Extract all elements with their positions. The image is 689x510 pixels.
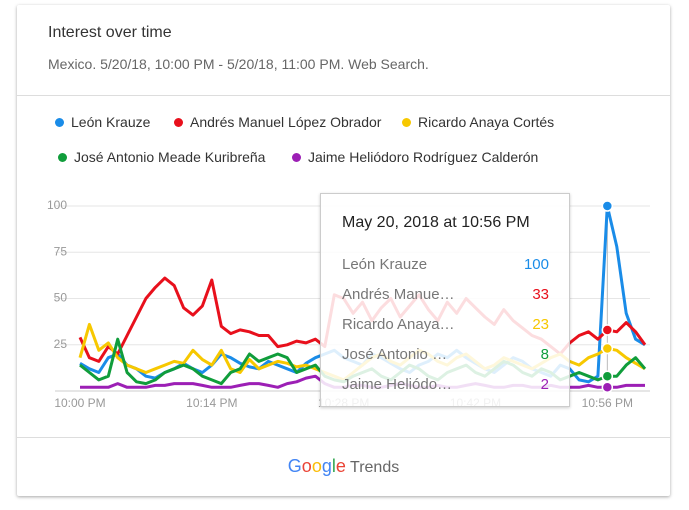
legend-label: José Antonio Meade Kuribreña [74, 149, 266, 165]
x-tick-label: 10:14 PM [186, 396, 237, 410]
legend-swatch [292, 152, 301, 162]
hover-dot [601, 200, 614, 212]
tooltip-name: Jaime Heliódo… [342, 376, 453, 393]
card-title: Interest over time [48, 24, 172, 41]
y-tick-label: 100 [47, 198, 67, 212]
legend-label: Andrés Manuel López Obrador [190, 114, 382, 130]
legend-label: Ricardo Anaya Cortés [418, 114, 555, 130]
legend-item: José Antonio Meade Kuribreña [58, 149, 265, 165]
legend-swatch [55, 117, 64, 127]
x-tick-label: 10:00 PM [54, 396, 105, 410]
tooltip-name: Andrés Manue… [342, 286, 455, 303]
tooltip-value: 2 [540, 376, 549, 393]
x-tick-label: 10:56 PM [582, 396, 633, 410]
tooltip-value: 100 [523, 256, 549, 273]
legend-item: León Krauze [55, 114, 150, 130]
tooltip-value: 23 [532, 316, 549, 333]
tooltip: May 20, 2018 at 10:56 PM León Krauze 100 A… [320, 193, 570, 407]
tooltip-value: 33 [532, 286, 549, 303]
hover-dot [601, 342, 614, 355]
legend-item: Jaime Heliódoro Rodríguez Calderón [292, 149, 538, 165]
tooltip-title: May 20, 2018 at 10:56 PM [342, 214, 530, 231]
legend-item: Ricardo Anaya Cortés [402, 114, 554, 130]
hover-dot [601, 370, 614, 382]
hover-dot [601, 324, 614, 336]
footer: Google Trends [17, 456, 670, 477]
hover-dot [601, 381, 614, 394]
legend-swatch [58, 152, 67, 162]
tooltip-name: León Krauze [342, 256, 428, 273]
legend-label: León Krauze [71, 114, 151, 130]
tooltip-name: José Antonio … [342, 346, 448, 363]
legend-swatch [174, 117, 183, 127]
y-tick-label: 50 [54, 291, 68, 305]
tooltip-value: 8 [540, 346, 549, 363]
google-logo: Google [287, 456, 346, 476]
legend-swatch [402, 117, 411, 127]
y-tick-label: 25 [54, 337, 68, 351]
legend-label: Jaime Heliódoro Rodríguez Calderón [308, 149, 539, 165]
footer-product: Trends [350, 459, 400, 476]
y-tick-label: 75 [54, 244, 68, 258]
card-subtitle: Mexico. 5/20/18, 10:00 PM - 5/20/18, 11:… [48, 56, 429, 72]
tooltip-name: Ricardo Anaya… [342, 316, 455, 333]
divider [17, 437, 670, 438]
legend-item: Andrés Manuel López Obrador [174, 114, 381, 130]
divider [17, 95, 670, 96]
card-content: Interest over time Mexico. 5/20/18, 10:0… [17, 5, 670, 496]
